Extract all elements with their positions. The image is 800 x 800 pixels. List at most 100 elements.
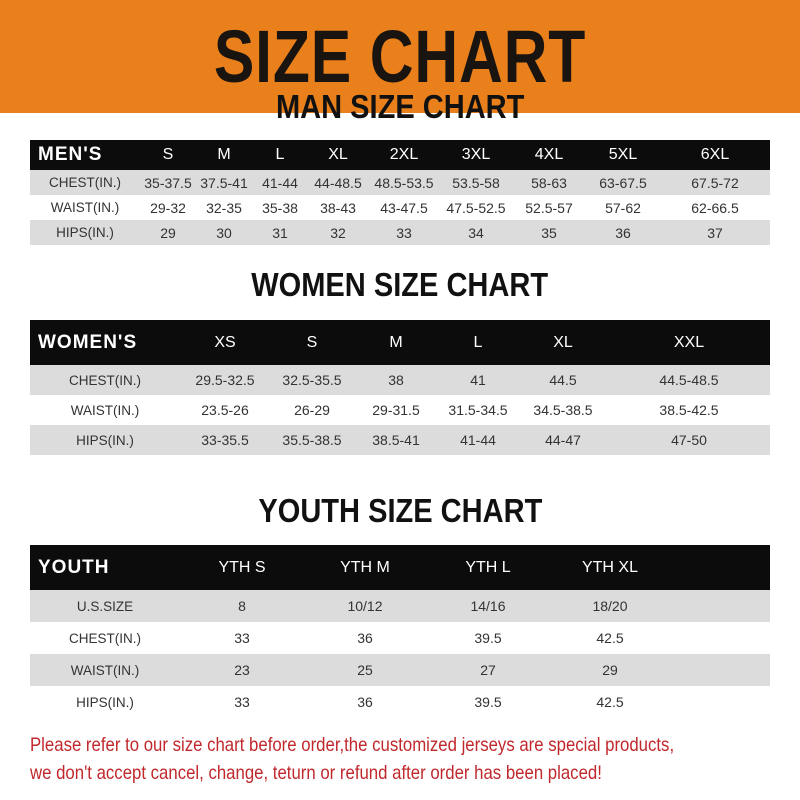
measurement-cell: 43-47.5 [368, 195, 440, 220]
measurement-cell: 8 [180, 590, 304, 622]
size-header: 5XL [586, 140, 660, 170]
measurement-cell: 23 [180, 654, 304, 686]
measurement-cell: 32.5-35.5 [270, 365, 354, 395]
measurement-label: CHEST(IN.) [30, 365, 180, 395]
measurement-cell: 29 [550, 654, 670, 686]
measurement-cell: 44.5 [518, 365, 608, 395]
measurement-cell: 32 [308, 220, 368, 245]
size-header: YTH S [180, 545, 304, 590]
measurement-cell: 41-44 [252, 170, 308, 195]
size-header: XS [180, 320, 270, 365]
size-header: S [270, 320, 354, 365]
youth-title-text: YOUTH SIZE CHART [258, 492, 542, 529]
measurement-cell: 44-48.5 [308, 170, 368, 195]
size-header: 2XL [368, 140, 440, 170]
size-header: XL [518, 320, 608, 365]
measurement-cell: 62-66.5 [660, 195, 770, 220]
category-header: YOUTH [30, 545, 180, 590]
table-row: WAIST(IN.) 23 25 27 29 [30, 654, 770, 686]
men-size-table: MEN'S S M L XL 2XL 3XL 4XL 5XL 6XL CHEST(IN.) 35-37… [30, 140, 770, 245]
measurement-label: WAIST(IN.) [30, 654, 180, 686]
measurement-cell: 34.5-38.5 [518, 395, 608, 425]
size-header: L [438, 320, 518, 365]
measurement-cell: 36 [304, 686, 426, 718]
measurement-label: HIPS(IN.) [30, 220, 140, 245]
women-title-text: WOMEN SIZE CHART [251, 266, 549, 303]
measurement-cell: 33-35.5 [180, 425, 270, 455]
measurement-cell: 37.5-41 [196, 170, 252, 195]
youth-title: YOUTH SIZE CHART [0, 494, 800, 527]
size-header: YTH M [304, 545, 426, 590]
men-title-text: MAN SIZE CHART [275, 88, 525, 125]
size-chart-banner: SIZE CHART [0, 0, 800, 113]
measurement-cell: 38.5-41 [354, 425, 438, 455]
table-row: CHEST(IN.) 33 36 39.5 42.5 [30, 622, 770, 654]
measurement-cell: 30 [196, 220, 252, 245]
measurement-label: WAIST(IN.) [30, 195, 140, 220]
measurement-cell: 23.5-26 [180, 395, 270, 425]
measurement-cell: 42.5 [550, 622, 670, 654]
measurement-cell: 25 [304, 654, 426, 686]
size-header: XL [308, 140, 368, 170]
notice-line-2: we don't accept cancel, change, teturn o… [30, 762, 602, 784]
measurement-cell: 36 [586, 220, 660, 245]
measurement-cell: 31.5-34.5 [438, 395, 518, 425]
measurement-cell: 27 [426, 654, 550, 686]
measurement-label: WAIST(IN.) [30, 395, 180, 425]
measurement-cell: 33 [180, 622, 304, 654]
measurement-cell: 35-38 [252, 195, 308, 220]
measurement-cell: 36 [304, 622, 426, 654]
size-header: S [140, 140, 196, 170]
table-row: HIPS(IN.) 29 30 31 32 33 34 35 36 37 [30, 220, 770, 245]
measurement-cell: 18/20 [550, 590, 670, 622]
measurement-cell: 29.5-32.5 [180, 365, 270, 395]
table-row: HIPS(IN.) 33-35.5 35.5-38.5 38.5-41 41-44 44-… [30, 425, 770, 455]
table-row: WAIST(IN.) 23.5-26 26-29 29-31.5 31.5-34.5 34… [30, 395, 770, 425]
measurement-label: CHEST(IN.) [30, 622, 180, 654]
measurement-cell: 29-32 [140, 195, 196, 220]
filler-cell [670, 654, 770, 686]
measurement-cell: 67.5-72 [660, 170, 770, 195]
size-header: 6XL [660, 140, 770, 170]
measurement-cell: 33 [180, 686, 304, 718]
measurement-cell: 38.5-42.5 [608, 395, 770, 425]
measurement-cell: 34 [440, 220, 512, 245]
measurement-cell: 29 [140, 220, 196, 245]
size-header: YTH XL [550, 545, 670, 590]
category-header: MEN'S [30, 140, 140, 170]
measurement-cell: 41 [438, 365, 518, 395]
filler-cell [670, 686, 770, 718]
measurement-cell: 52.5-57 [512, 195, 586, 220]
size-header: M [354, 320, 438, 365]
size-header: 3XL [440, 140, 512, 170]
measurement-cell: 53.5-58 [440, 170, 512, 195]
measurement-cell: 29-31.5 [354, 395, 438, 425]
measurement-cell: 14/16 [426, 590, 550, 622]
table-row: WAIST(IN.) 29-32 32-35 35-38 38-43 43-47.5 47.… [30, 195, 770, 220]
table-row: CHEST(IN.) 35-37.5 37.5-41 41-44 44-48.5 48.5… [30, 170, 770, 195]
notice-line-1: Please refer to our size chart before or… [30, 734, 675, 756]
measurement-cell: 44.5-48.5 [608, 365, 770, 395]
men-title: MAN SIZE CHART [0, 90, 800, 123]
measurement-cell: 38-43 [308, 195, 368, 220]
measurement-cell: 35.5-38.5 [270, 425, 354, 455]
measurement-cell: 41-44 [438, 425, 518, 455]
measurement-cell: 37 [660, 220, 770, 245]
women-size-table: WOMEN'S XS S M L XL XXL CHEST(IN.) 29.5-32.5 32.5… [30, 320, 770, 455]
measurement-cell: 47.5-52.5 [440, 195, 512, 220]
measurement-cell: 39.5 [426, 622, 550, 654]
measurement-cell: 31 [252, 220, 308, 245]
measurement-cell: 47-50 [608, 425, 770, 455]
table-row: HIPS(IN.) 33 36 39.5 42.5 [30, 686, 770, 718]
size-header: M [196, 140, 252, 170]
measurement-label: U.S.SIZE [30, 590, 180, 622]
filler-cell [670, 622, 770, 654]
measurement-cell: 35 [512, 220, 586, 245]
size-header: L [252, 140, 308, 170]
category-header: WOMEN'S [30, 320, 180, 365]
measurement-cell: 38 [354, 365, 438, 395]
header-filler [670, 545, 770, 590]
measurement-cell: 58-63 [512, 170, 586, 195]
measurement-label: CHEST(IN.) [30, 170, 140, 195]
youth-size-table: YOUTH YTH S YTH M YTH L YTH XL U.S.SIZE 8 10/12… [30, 545, 770, 718]
